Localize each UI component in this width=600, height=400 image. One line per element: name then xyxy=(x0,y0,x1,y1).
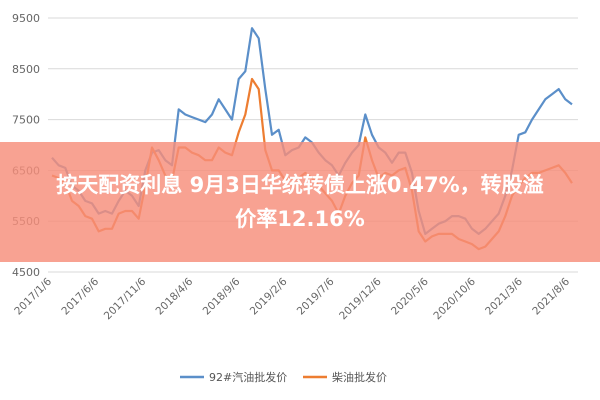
x-tick-label: 2018/4/6 xyxy=(154,275,196,317)
x-tick-label: 2020/10/6 xyxy=(431,275,478,322)
x-tick-label: 2017/11/6 xyxy=(102,275,149,322)
headline-line-2: 价率12.16% xyxy=(235,207,365,231)
x-tick-label: 2019/2/6 xyxy=(248,275,290,317)
x-tick-label: 2020/5/6 xyxy=(389,275,431,317)
x-tick-label: 2017/6/6 xyxy=(59,275,101,317)
headline-line-1: 按天配资利息 9月3日华统转债上涨0.47%，转股溢 xyxy=(56,173,544,197)
x-tick-label: 2019/12/6 xyxy=(337,275,384,322)
legend-item-2: 柴油批发价 xyxy=(303,370,387,384)
x-axis-ticks: 2017/1/6 2017/6/6 2017/11/6 2018/4/6 2018/9/… xyxy=(12,275,572,322)
x-tick-label: 2017/1/6 xyxy=(12,275,54,317)
y-tick-label: 4500 xyxy=(12,266,40,279)
y-tick-label: 7500 xyxy=(12,114,40,127)
x-tick-label: 2021/8/6 xyxy=(530,275,572,317)
x-tick-label: 2021/3/6 xyxy=(483,275,525,317)
x-tick-label: 2019/7/6 xyxy=(295,275,337,317)
headline-banner: 按天配资利息 9月3日华统转债上涨0.47%，转股溢 价率12.16% xyxy=(0,142,600,262)
y-tick-label: 8500 xyxy=(12,63,40,76)
legend-label: 92#汽油批发价 xyxy=(209,370,287,384)
legend-item-1: 92#汽油批发价 xyxy=(180,370,287,384)
legend: 92#汽油批发价 柴油批发价 xyxy=(180,370,387,384)
legend-label: 柴油批发价 xyxy=(332,370,387,384)
y-tick-label: 9500 xyxy=(12,12,40,25)
x-tick-label: 2018/9/6 xyxy=(201,275,243,317)
